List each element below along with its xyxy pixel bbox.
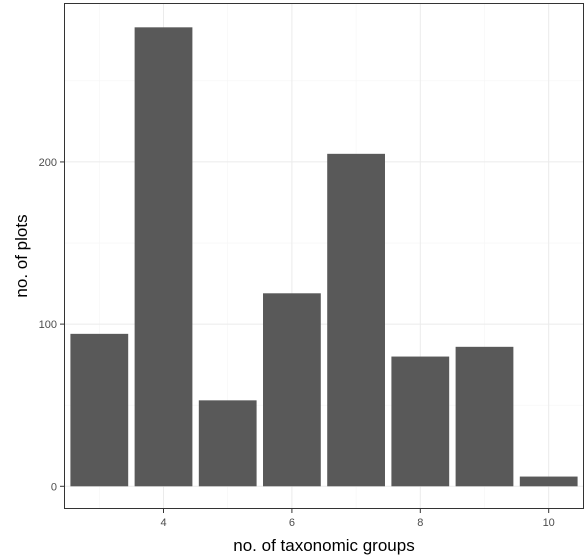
x-axis-title: no. of taxonomic groups bbox=[233, 536, 414, 555]
y-tick-label: 100 bbox=[39, 319, 57, 331]
bar-4 bbox=[134, 27, 193, 487]
x-tick-label: 10 bbox=[543, 517, 555, 529]
bar-3 bbox=[70, 333, 129, 487]
x-tick-label: 8 bbox=[417, 517, 423, 529]
x-tick-label: 6 bbox=[289, 517, 295, 529]
bar-6 bbox=[263, 293, 321, 487]
bar-9 bbox=[455, 346, 514, 487]
bar-7 bbox=[327, 153, 385, 487]
bars bbox=[70, 27, 578, 487]
y-tick-label: 0 bbox=[51, 481, 57, 493]
bar-10 bbox=[519, 476, 578, 487]
y-tick-label: 200 bbox=[39, 157, 57, 169]
bar-5 bbox=[198, 400, 257, 487]
bar-8 bbox=[391, 356, 450, 487]
x-tick-label: 4 bbox=[160, 517, 166, 529]
y-axis-title: no. of plots bbox=[12, 214, 31, 297]
